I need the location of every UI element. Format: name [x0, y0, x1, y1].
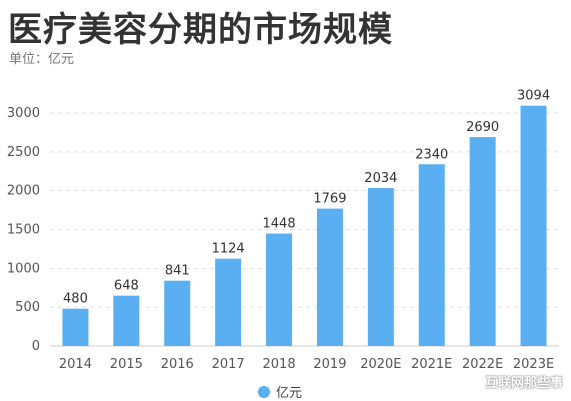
- legend[interactable]: 亿元: [258, 382, 302, 401]
- y-tick-label: 3000: [7, 106, 40, 121]
- data-label: 2034: [364, 171, 397, 186]
- data-label: 2340: [415, 147, 448, 162]
- bar[interactable]: [367, 188, 394, 346]
- data-label: 3094: [517, 89, 550, 104]
- data-label: 1124: [212, 242, 245, 257]
- x-tick-label: 2023E: [513, 357, 554, 372]
- data-label: 480: [63, 292, 88, 307]
- bar[interactable]: [316, 208, 343, 346]
- x-tick-label: 2018: [263, 357, 296, 372]
- x-axis-ticks: 2014 2015 2016 2017 2018 2019 2020E 2021E 2022E 2…: [59, 357, 554, 372]
- data-labels: 480 648 841 1124 1448 1769 2034 2340 2690 3094: [63, 89, 550, 307]
- bar[interactable]: [520, 105, 547, 346]
- data-label: 1769: [313, 192, 346, 207]
- chart-subtitle: 单位：亿元: [9, 52, 75, 67]
- x-tick-label: 2019: [313, 357, 346, 372]
- y-axis-ticks: 0 500 1000 1500 2000 2500 3000: [7, 106, 40, 354]
- bar[interactable]: [62, 308, 89, 346]
- x-tick-label: 2015: [110, 357, 143, 372]
- bar[interactable]: [164, 280, 191, 346]
- y-tick-label: 1500: [7, 223, 40, 238]
- y-tick-label: 2000: [7, 184, 40, 199]
- y-tick-label: 2500: [7, 145, 40, 160]
- y-tick-label: 500: [15, 300, 40, 315]
- x-tick-label: 2021E: [411, 357, 452, 372]
- y-tick-label: 1000: [7, 261, 40, 276]
- legend-swatch-icon: [258, 385, 270, 398]
- x-tick-label: 2014: [59, 357, 92, 372]
- data-label: 648: [114, 279, 139, 294]
- bar[interactable]: [469, 137, 496, 346]
- bar[interactable]: [215, 258, 242, 346]
- data-label: 2690: [466, 120, 499, 135]
- chart-title: 医疗美容分期的市场规模: [8, 10, 393, 50]
- data-label: 841: [165, 264, 190, 279]
- watermark: 互联网那些事: [484, 376, 563, 391]
- x-tick-label: 2020E: [360, 357, 401, 372]
- data-label: 1448: [263, 217, 296, 232]
- x-tick-label: 2016: [161, 357, 194, 372]
- legend-label: 亿元: [276, 386, 303, 401]
- x-tick-label: 2017: [212, 357, 245, 372]
- y-tick-label: 0: [32, 339, 40, 354]
- bar[interactable]: [113, 295, 140, 346]
- bar[interactable]: [266, 233, 293, 346]
- x-tick-label: 2022E: [462, 357, 503, 372]
- bars: [62, 105, 547, 346]
- bar[interactable]: [418, 164, 445, 346]
